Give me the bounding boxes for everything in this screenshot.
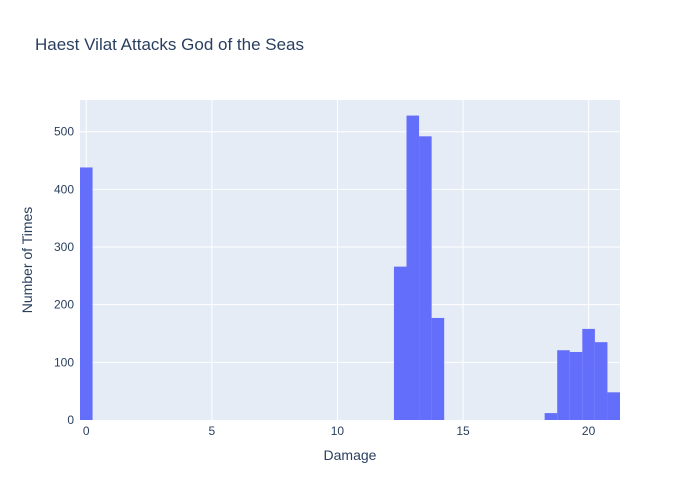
histogram-bar bbox=[607, 392, 620, 420]
x-tick-label: 5 bbox=[209, 424, 216, 438]
y-tick-label: 100 bbox=[54, 355, 74, 369]
histogram-bar bbox=[544, 413, 558, 420]
y-tick-label: 500 bbox=[54, 125, 74, 139]
histogram-bar bbox=[431, 317, 445, 420]
histogram-bar bbox=[569, 351, 583, 420]
x-axis-title: Damage bbox=[324, 447, 377, 463]
x-tick-label: 10 bbox=[331, 424, 345, 438]
chart-title: Haest Vilat Attacks God of the Seas bbox=[35, 35, 304, 54]
y-tick-label: 400 bbox=[54, 182, 74, 196]
histogram-bar bbox=[393, 266, 407, 420]
histogram-bar bbox=[419, 136, 432, 420]
x-axis-ticks: 0 5 10 15 20 bbox=[83, 424, 596, 438]
y-tick-label: 0 bbox=[67, 413, 74, 427]
plot-background bbox=[80, 100, 620, 420]
y-tick-label: 200 bbox=[54, 298, 74, 312]
histogram-bars bbox=[80, 115, 620, 420]
histogram-bar bbox=[582, 328, 595, 420]
y-axis-ticks: 0 100 200 300 400 500 bbox=[54, 125, 74, 427]
y-tick-label: 300 bbox=[54, 240, 74, 254]
x-tick-label: 0 bbox=[83, 424, 90, 438]
histogram-bar bbox=[557, 350, 570, 420]
histogram-bar bbox=[80, 167, 93, 420]
histogram-bar bbox=[594, 342, 608, 420]
y-axis-title: Number of Times bbox=[19, 207, 35, 314]
x-tick-label: 15 bbox=[456, 424, 470, 438]
x-tick-label: 20 bbox=[582, 424, 596, 438]
histogram-bar bbox=[406, 115, 420, 420]
